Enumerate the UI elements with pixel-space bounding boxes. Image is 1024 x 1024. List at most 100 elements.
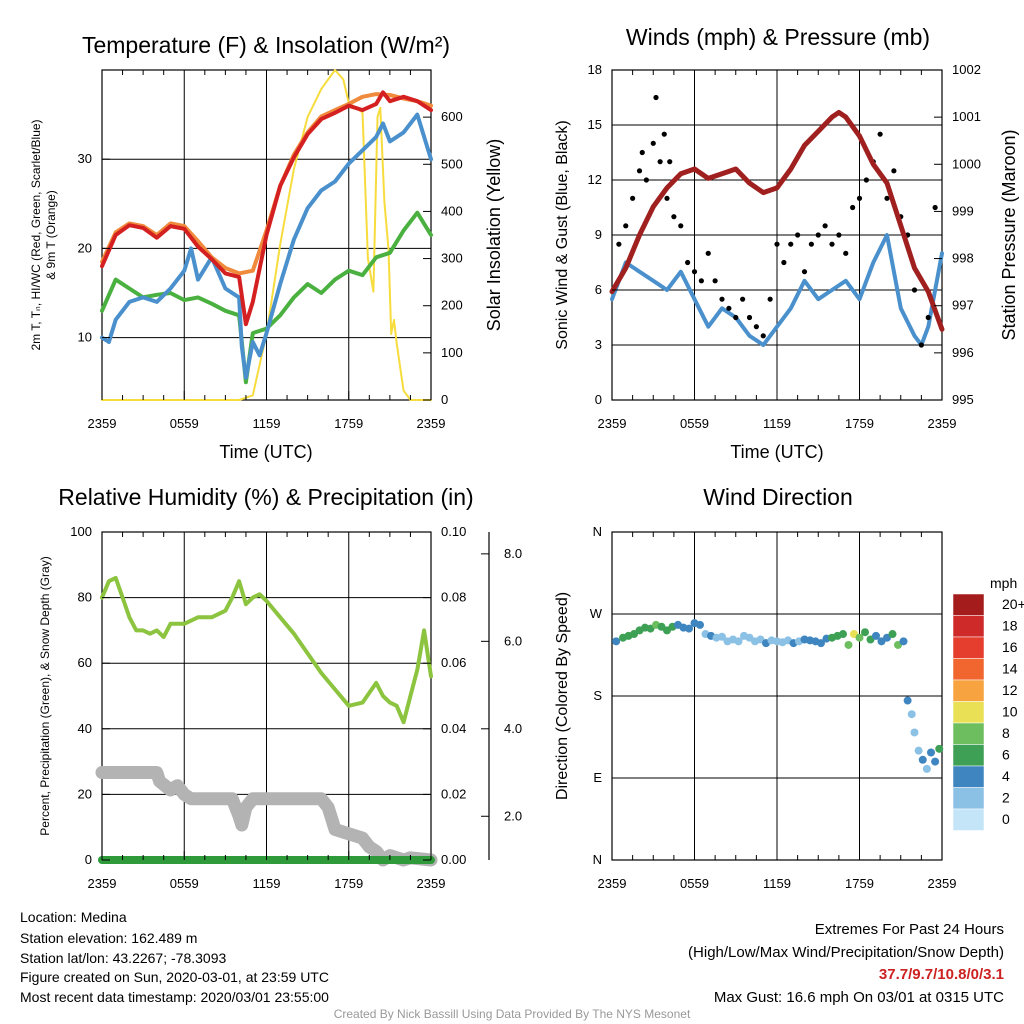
- x-tick-label: 1759: [845, 416, 874, 431]
- y-tick-label: N: [593, 524, 602, 539]
- x-tick-label: 1759: [334, 416, 363, 431]
- y-tick-label: 60: [78, 655, 92, 670]
- legend-label: 2: [1002, 790, 1010, 806]
- direction-point: [914, 746, 923, 755]
- info-created: Figure created on Sun, 2020-03-01, at 23…: [20, 969, 329, 985]
- far-right-tick-label: 6.0: [504, 633, 522, 648]
- gust-point: [911, 287, 918, 293]
- panel-wind-direction: Wind Direction 2359 0559 1159 1759 2359 N E S W N…: [554, 484, 1024, 891]
- x-tick-label: 2359: [928, 876, 957, 891]
- y-right-tick-label: 300: [441, 251, 463, 266]
- gust-point: [932, 204, 938, 211]
- gust-point: [801, 269, 808, 275]
- wind-y-axis-label: Sonic Wind & Gust (Blue, Black): [554, 120, 571, 349]
- legend-label: 12: [1002, 682, 1018, 698]
- direction-point: [888, 630, 897, 639]
- gust-point: [639, 149, 645, 156]
- legend-swatch: [952, 808, 985, 831]
- y-right-tick-label: 1000: [952, 156, 981, 171]
- direction-point: [927, 748, 935, 757]
- rh-y-axis-label: Percent, Precipitation (Green), & Snow D…: [38, 556, 52, 835]
- gust-point: [661, 131, 667, 137]
- legend-swatch: [952, 744, 985, 767]
- direction-point: [844, 640, 853, 649]
- gust-point: [822, 223, 828, 229]
- legend-label: 4: [1002, 768, 1010, 784]
- y-right-tick-label: 400: [441, 203, 463, 218]
- direction-point: [839, 630, 847, 639]
- y-tick-label: 20: [78, 240, 92, 255]
- direction-point: [903, 696, 912, 705]
- direction-point: [899, 637, 908, 646]
- direction-point: [718, 632, 726, 641]
- y-right-tick-label: 1002: [952, 62, 981, 77]
- y-right-tick-label: 100: [441, 345, 463, 360]
- gust-point: [705, 250, 711, 256]
- rh-panel-title: Relative Humidity (%) & Precipitation (i…: [58, 484, 473, 510]
- legend-label: 0: [1002, 811, 1010, 827]
- direction-point: [935, 744, 944, 753]
- wind-panel-title: Winds (mph) & Pressure (mb): [626, 24, 930, 50]
- legend-label: 18: [1002, 618, 1018, 634]
- gust-point: [746, 314, 753, 321]
- gust-point: [760, 333, 766, 339]
- y-right-tick-label: 500: [441, 156, 463, 171]
- y-right-tick-label: 0.08: [441, 590, 466, 605]
- y-right-tick-label: 200: [441, 298, 463, 313]
- y-tick-label: 0: [595, 392, 602, 407]
- legend-swatch: [952, 765, 985, 788]
- gust-point: [767, 296, 773, 302]
- x-tick-label: 1159: [763, 876, 791, 891]
- direction-point: [855, 633, 864, 642]
- gust-point: [623, 223, 629, 229]
- panel-winds: Winds (mph) & Pressure (mb) 2359 0559 1159…: [554, 24, 1019, 462]
- gust-point: [691, 269, 698, 275]
- legend-swatch: [952, 658, 985, 681]
- y-tick-label: 12: [588, 172, 602, 187]
- wind-x-axis-label: Time (UTC): [730, 442, 823, 462]
- y-tick-label: 40: [78, 721, 92, 736]
- far-right-tick-label: 8.0: [504, 546, 522, 561]
- direction-point: [612, 637, 621, 646]
- legend-label: 16: [1002, 639, 1018, 655]
- y-right-tick-label: 998: [952, 251, 974, 266]
- temp-y-axis-label-line1: 2m T, Tₙ, HI/WC (Red, Green, Scarlet/Blu…: [29, 119, 43, 350]
- legend-swatch: [952, 722, 985, 745]
- extremes-values: 37.7/9.7/10.8/0/3.1: [879, 966, 1004, 983]
- y-tick-label: 15: [588, 117, 602, 132]
- gust-point: [719, 296, 725, 302]
- y-tick-label: S: [593, 688, 602, 703]
- station-info: Location: Medina Station elevation: 162.…: [20, 909, 329, 1005]
- gust-point: [653, 94, 659, 101]
- legend-label: 14: [1002, 661, 1018, 677]
- gust-point: [815, 232, 821, 238]
- panel-humidity: Relative Humidity (%) & Precipitation (i…: [38, 484, 522, 891]
- dir-panel-title: Wind Direction: [703, 484, 853, 510]
- gust-point: [667, 159, 673, 165]
- rh-grid: [102, 532, 431, 860]
- y-right-tick-label: 995: [952, 392, 974, 407]
- x-tick-label: 1159: [253, 416, 281, 431]
- gust-point: [636, 168, 643, 174]
- temp-y-axis-label-line2: & 9m T (Orange): [44, 190, 58, 280]
- dir-ticks: 2359 0559 1159 1759 2359 N E S W N: [590, 524, 957, 891]
- x-tick-label: 2359: [88, 876, 117, 891]
- y-right-tick-label: 0: [441, 392, 448, 407]
- dir-series: [612, 619, 944, 773]
- gust-point: [891, 168, 897, 174]
- gust-point: [630, 195, 636, 201]
- gust-point: [671, 214, 677, 220]
- gust-point: [808, 241, 814, 247]
- y-tick-label: 9: [595, 227, 602, 242]
- legend-title: mph: [990, 575, 1017, 591]
- x-tick-label: 1759: [845, 876, 874, 891]
- wind-ticks: 2359 0559 1159 1759 2359 0 3 6 9 12 15 18 995 996 997 9…: [588, 62, 981, 431]
- temp-right-axis-label: Solar Insolation (Yellow): [484, 139, 504, 331]
- temp-x-axis-label: Time (UTC): [219, 442, 312, 462]
- series-temp-2m: [100, 90, 433, 327]
- y-tick-label: 3: [595, 337, 602, 352]
- direction-point: [910, 728, 919, 737]
- speed-legend: mph 20+ 18 16 14 12 10 8 6 4 2 0: [952, 575, 1024, 831]
- wind-series: [609, 94, 945, 348]
